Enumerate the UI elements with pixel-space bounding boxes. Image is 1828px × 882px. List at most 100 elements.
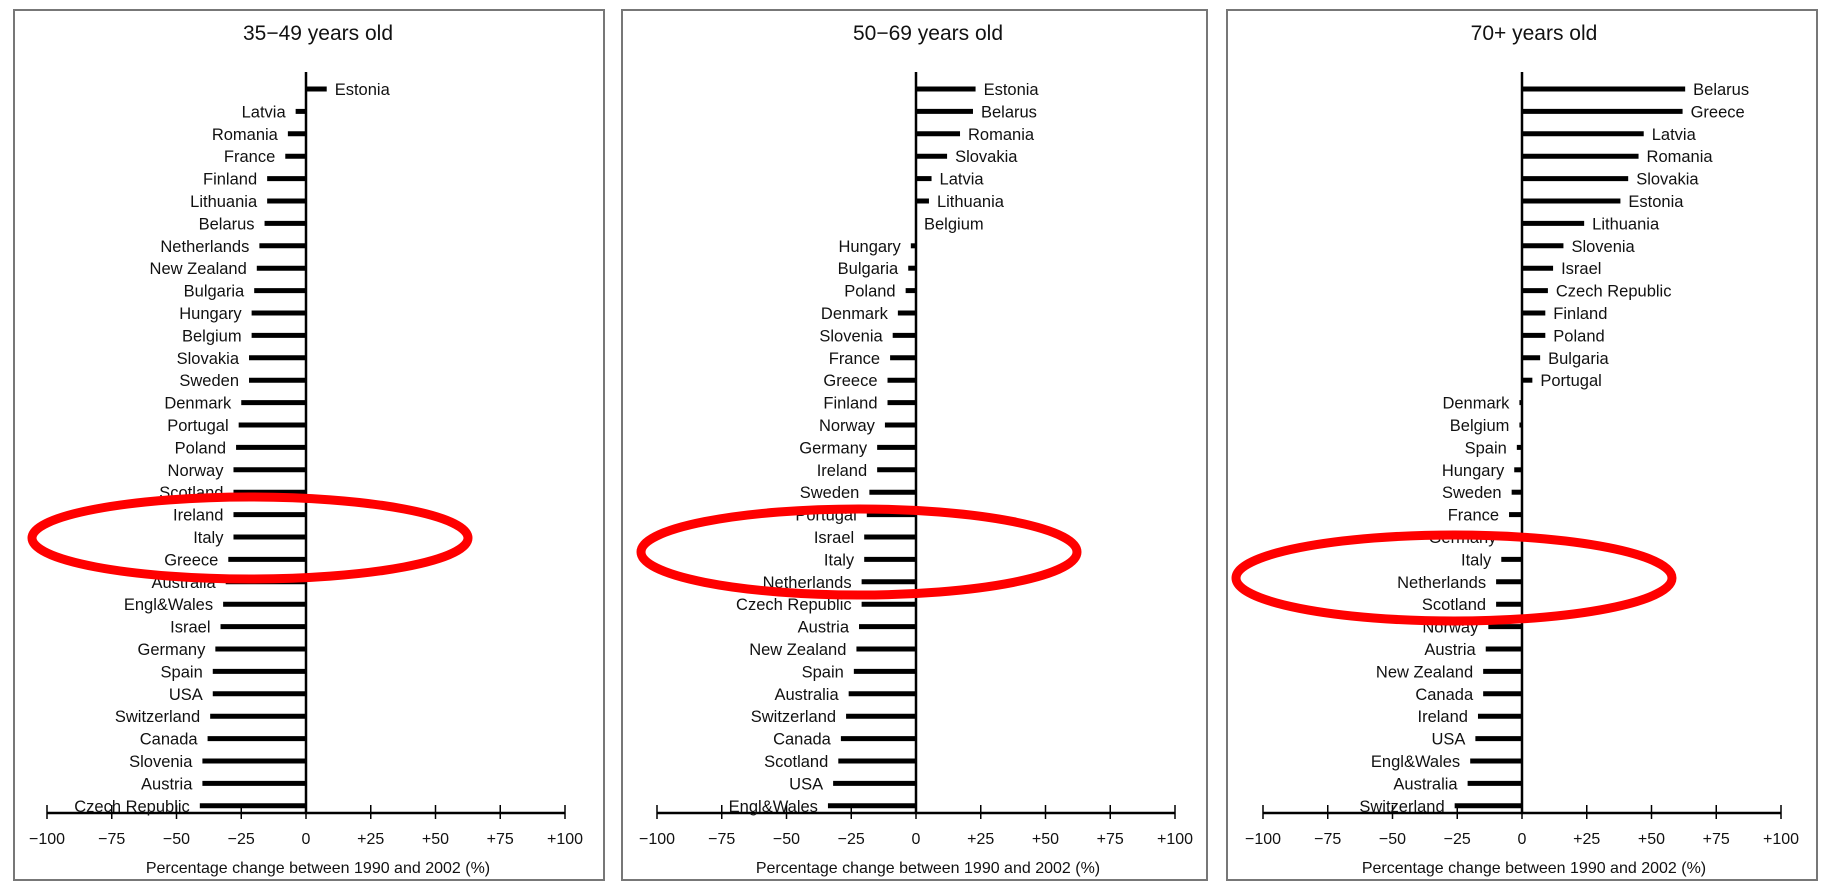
category-label-switzerland: Switzerland (1359, 798, 1444, 816)
panel-70-plus: 70+ years old −100 −75 −50 −25 0 +25 +50 +75 +100… (1226, 9, 1818, 881)
x-tick-label: −50 (1379, 831, 1406, 848)
category-label-canada: Canada (140, 731, 199, 749)
x-tick-label: +75 (487, 831, 514, 848)
category-label-norway: Norway (819, 417, 876, 435)
category-label-france: France (829, 350, 880, 368)
category-label-austria: Austria (141, 775, 193, 793)
x-tick-label: −100 (639, 831, 675, 848)
category-label-hungary: Hungary (179, 305, 242, 323)
category-label-bulgaria: Bulgaria (838, 260, 899, 278)
x-tick-label: −25 (1444, 831, 1471, 848)
category-label-belgium: Belgium (924, 215, 984, 233)
x-tick-label: +75 (1703, 831, 1730, 848)
category-label-hungary: Hungary (838, 238, 901, 256)
category-label-spain: Spain (1465, 439, 1507, 457)
x-tick-label: −75 (1314, 831, 1341, 848)
category-label-finland: Finland (203, 171, 257, 189)
category-label-czech-republic: Czech Republic (736, 596, 852, 614)
x-tick-label: −75 (708, 831, 735, 848)
category-label-bulgaria: Bulgaria (1548, 350, 1609, 368)
category-label-france: France (1448, 507, 1499, 525)
category-label-denmark: Denmark (821, 305, 889, 323)
x-tick-label: +75 (1097, 831, 1124, 848)
category-label-netherlands: Netherlands (763, 574, 852, 592)
category-label-netherlands: Netherlands (160, 238, 249, 256)
category-label-slovakia: Slovakia (955, 148, 1018, 166)
category-label-switzerland: Switzerland (751, 708, 836, 726)
category-label-romania: Romania (1647, 148, 1714, 166)
category-label-finland: Finland (1553, 305, 1607, 323)
category-label-belarus: Belarus (981, 103, 1037, 121)
x-tick-label: −100 (29, 831, 65, 848)
highlight-ellipse (27, 492, 473, 584)
category-label-israel: Israel (1561, 260, 1601, 278)
category-label-belgium: Belgium (182, 327, 242, 345)
category-label-australia: Australia (1393, 775, 1458, 793)
panel-frame (13, 9, 605, 881)
category-label-latvia: Latvia (242, 103, 287, 121)
category-label-estonia: Estonia (984, 81, 1040, 99)
category-label-poland: Poland (175, 439, 226, 457)
category-label-canada: Canada (1415, 686, 1474, 704)
category-label-bulgaria: Bulgaria (184, 283, 245, 301)
category-label-spain: Spain (161, 663, 203, 681)
category-label-israel: Israel (170, 619, 210, 637)
x-tick-label: +25 (357, 831, 384, 848)
category-label-portugal: Portugal (167, 417, 228, 435)
category-label-austria: Austria (1424, 641, 1476, 659)
x-axis-label: Percentage change between 1990 and 2002 … (756, 860, 1100, 877)
x-tick-label: +100 (1763, 831, 1799, 848)
highlight-ellipse (636, 504, 1082, 600)
x-tick-label: +50 (422, 831, 449, 848)
category-label-czech-republic: Czech Republic (1556, 283, 1672, 301)
category-label-scotland: Scotland (1422, 596, 1486, 614)
category-label-greece: Greece (164, 551, 218, 569)
category-label-usa: USA (789, 775, 823, 793)
category-label-italy: Italy (824, 551, 855, 569)
x-tick-label: −50 (773, 831, 800, 848)
category-label-hungary: Hungary (1442, 462, 1505, 480)
category-label-switzerland: Switzerland (115, 708, 200, 726)
category-label-israel: Israel (814, 529, 854, 547)
category-label-engl-and-wales: Engl&Wales (729, 798, 818, 816)
x-tick-label: −25 (838, 831, 865, 848)
category-label-ireland: Ireland (817, 462, 867, 480)
x-tick-label: −75 (98, 831, 125, 848)
category-label-lithuania: Lithuania (937, 193, 1005, 211)
x-tick-label: −25 (228, 831, 255, 848)
category-label-ireland: Ireland (173, 507, 223, 525)
category-label-denmark: Denmark (164, 395, 232, 413)
category-label-romania: Romania (212, 126, 279, 144)
category-label-portugal: Portugal (1540, 372, 1601, 390)
category-label-new-zealand: New Zealand (749, 641, 846, 659)
x-tick-label: +50 (1638, 831, 1665, 848)
category-label-italy: Italy (1461, 551, 1492, 569)
category-label-france: France (224, 148, 275, 166)
category-label-latvia: Latvia (940, 171, 985, 189)
category-label-new-zealand: New Zealand (1376, 663, 1473, 681)
x-tick-label: +100 (547, 831, 583, 848)
category-label-slovenia: Slovenia (129, 753, 193, 771)
category-label-greece: Greece (823, 372, 877, 390)
panel-50-69: 50−69 years old −100 −75 −50 −25 0 +25 +50 +75 +1… (621, 9, 1208, 881)
category-label-usa: USA (1431, 731, 1465, 749)
x-axis-label: Percentage change between 1990 and 2002 … (146, 860, 490, 877)
x-tick-label: +25 (967, 831, 994, 848)
x-tick-label: 0 (1518, 831, 1527, 848)
category-label-denmark: Denmark (1442, 395, 1510, 413)
category-label-estonia: Estonia (335, 81, 391, 99)
chart-title: 70+ years old (1471, 22, 1598, 45)
x-tick-label: +25 (1573, 831, 1600, 848)
category-label-slovenia: Slovenia (819, 327, 883, 345)
x-tick-label: +100 (1157, 831, 1193, 848)
chart-title: 50−69 years old (853, 22, 1003, 45)
category-label-lithuania: Lithuania (190, 193, 258, 211)
category-label-germany: Germany (137, 641, 206, 659)
category-label-engl-and-wales: Engl&Wales (1371, 753, 1460, 771)
category-label-australia: Australia (774, 686, 839, 704)
category-label-slovenia: Slovenia (1571, 238, 1635, 256)
category-label-engl-and-wales: Engl&Wales (124, 596, 213, 614)
category-label-austria: Austria (798, 619, 850, 637)
category-label-lithuania: Lithuania (1592, 215, 1660, 233)
category-label-poland: Poland (844, 283, 895, 301)
